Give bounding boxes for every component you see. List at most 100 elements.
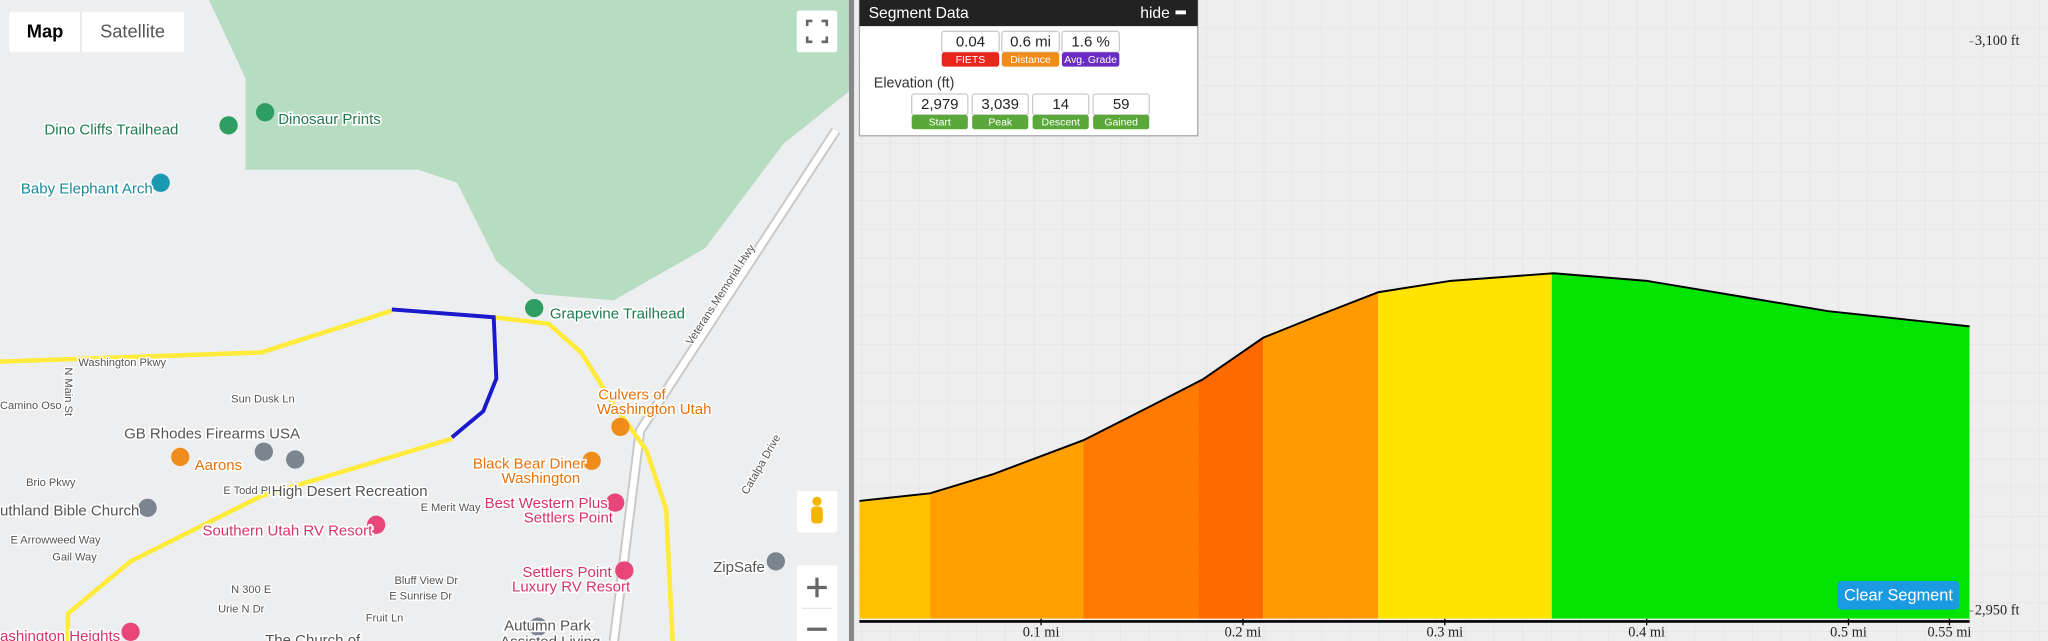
pin[interactable] bbox=[611, 417, 630, 437]
pin[interactable] bbox=[171, 447, 190, 467]
pin[interactable] bbox=[606, 493, 625, 512]
stat-label: Avg. Grade bbox=[1064, 55, 1117, 66]
map-label: Dino Cliffs Trailhead bbox=[44, 122, 178, 139]
pin[interactable] bbox=[525, 298, 544, 318]
map-label: E Merit Way bbox=[421, 502, 481, 514]
stat-label: Peak bbox=[988, 117, 1013, 128]
stat-label: Distance bbox=[1010, 55, 1051, 66]
segment-stats: 0.04 FIETS 0.6 mi Distance 1.6 % Avg. Grade bbox=[941, 30, 1120, 67]
x-tick-label: 0.3 mi bbox=[1426, 624, 1463, 640]
stat-value: 2,979 bbox=[921, 96, 959, 113]
stat-ribbon bbox=[941, 52, 1000, 67]
map-label: Camino Oso bbox=[0, 400, 62, 412]
pane-divider bbox=[848, 0, 855, 641]
map-label: The Church of bbox=[265, 632, 361, 641]
pin[interactable] bbox=[582, 451, 601, 470]
map-label: Settlers Point bbox=[524, 509, 614, 526]
road bbox=[0, 308, 675, 641]
pin[interactable] bbox=[138, 498, 157, 517]
pin[interactable] bbox=[254, 442, 273, 461]
pegman-head bbox=[812, 496, 822, 506]
map-label: ZipSafe bbox=[713, 559, 765, 576]
fullscreen-icon bbox=[805, 19, 829, 44]
hide-button[interactable]: hide bbox=[1140, 5, 1170, 22]
segment-panel: Segment Data hide 0.04 FIETS 0.6 mi Distanc… bbox=[858, 0, 1199, 137]
control-box bbox=[9, 11, 185, 53]
pin[interactable] bbox=[367, 515, 386, 534]
stat-ribbon bbox=[911, 114, 968, 130]
map-label: Washington Utah bbox=[597, 401, 712, 418]
map-label: Washington Pkwy bbox=[78, 357, 166, 369]
map-label: ashington Heights bbox=[0, 628, 120, 641]
elevation-stats: 2,979 Start 3,039 Peak 14 Descent 59 Gained bbox=[911, 93, 1150, 130]
selected-segment[interactable] bbox=[391, 307, 499, 439]
x-tick-label: 0.2 mi bbox=[1225, 624, 1262, 640]
street-view-button[interactable] bbox=[796, 490, 838, 533]
pin[interactable] bbox=[286, 450, 305, 469]
map-label: Fruit Ln bbox=[366, 613, 404, 625]
button-box[interactable] bbox=[1837, 580, 1960, 610]
map-label: E Sunrise Dr bbox=[389, 591, 452, 603]
control-box bbox=[796, 565, 838, 641]
satellite-button[interactable]: Satellite bbox=[100, 20, 165, 41]
button-box[interactable] bbox=[796, 10, 838, 53]
x-tick-label: 0.1 mi bbox=[1023, 624, 1060, 640]
stat-ribbon bbox=[1032, 114, 1089, 130]
stat-value: 0.04 bbox=[956, 33, 985, 50]
stat-label: Start bbox=[929, 117, 951, 128]
stat-value: 14 bbox=[1052, 96, 1069, 113]
map[interactable]: Dino Cliffs Trailhead Dinosaur Prints Baby… bbox=[0, 0, 849, 641]
map-label: Washington bbox=[502, 470, 581, 487]
pin[interactable] bbox=[766, 552, 785, 571]
x-tick-label: 0.55 mi bbox=[1927, 624, 1971, 640]
stat-ribbon bbox=[1001, 52, 1060, 67]
pin[interactable] bbox=[121, 622, 140, 641]
map-label: Luxury RV Resort bbox=[512, 578, 631, 595]
map-label: Black Bear Diner bbox=[473, 456, 586, 473]
pin[interactable] bbox=[151, 173, 170, 192]
map-label: E Todd Pl bbox=[223, 485, 270, 497]
y-tick-label: 2,950 ft bbox=[1975, 602, 2020, 618]
map-label: Gail Way bbox=[52, 551, 97, 563]
button-label[interactable]: Clear Segment bbox=[1844, 586, 1953, 604]
stat-label: FIETS bbox=[956, 55, 986, 66]
map-label: Southern Utah RV Resort bbox=[202, 522, 373, 539]
stat-value: 3,039 bbox=[981, 96, 1019, 113]
clear-segment-button[interactable]: Clear Segment bbox=[1837, 580, 1960, 610]
stat-value: 59 bbox=[1113, 96, 1130, 113]
stat-value: 1.6 % bbox=[1071, 33, 1109, 50]
pegman-body bbox=[811, 506, 823, 524]
zoom-in[interactable] bbox=[807, 577, 827, 598]
map-label: Autumn Park bbox=[504, 618, 591, 635]
fullscreen-button[interactable] bbox=[796, 10, 838, 53]
pin[interactable] bbox=[528, 617, 548, 636]
map-label: N Main St bbox=[62, 367, 74, 416]
pin[interactable] bbox=[256, 103, 275, 122]
hide-icon[interactable] bbox=[1175, 10, 1186, 15]
map-label: Baby Elephant Arch bbox=[21, 180, 153, 197]
map-button[interactable]: Map bbox=[27, 20, 64, 41]
map-label: Settlers Point bbox=[522, 564, 612, 581]
panel-title: Segment Data bbox=[869, 5, 969, 22]
stat-value: 0.6 mi bbox=[1010, 33, 1051, 50]
map-label: N 300 E bbox=[231, 584, 271, 596]
stat-ribbon bbox=[1061, 52, 1120, 67]
map-label: Best Western Plus bbox=[485, 495, 608, 512]
map-label: Sun Dusk Ln bbox=[231, 393, 294, 405]
pin[interactable] bbox=[219, 116, 238, 135]
x-tick-label: 0.4 mi bbox=[1628, 624, 1665, 640]
pin[interactable] bbox=[615, 561, 634, 580]
map-label: Culvers of bbox=[598, 387, 666, 404]
map-label: GB Rhodes Firearms USA bbox=[124, 426, 300, 443]
map-label: E Arrowweed Way bbox=[10, 534, 101, 546]
pins bbox=[121, 103, 785, 641]
stat-label: Descent bbox=[1042, 117, 1080, 128]
park-area bbox=[208, 0, 849, 301]
zoom-control bbox=[796, 565, 838, 641]
x-tick-label: 0.5 mi bbox=[1830, 624, 1867, 640]
grade-band bbox=[1378, 273, 1552, 619]
map-label: Dinosaur Prints bbox=[278, 111, 381, 128]
grade-band bbox=[1551, 273, 1970, 619]
